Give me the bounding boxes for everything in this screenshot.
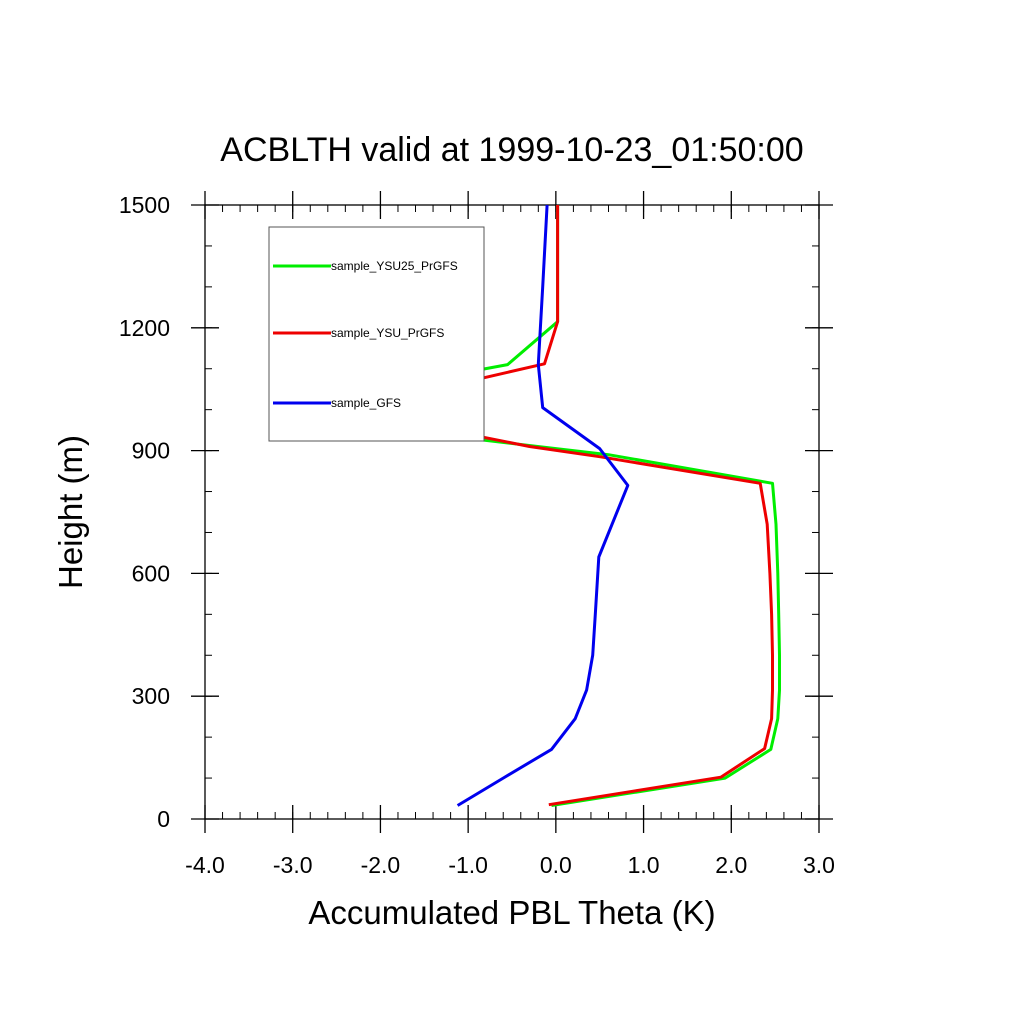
legend: sample_YSU25_PrGFS sample_YSU_PrGFSsample… (268, 226, 485, 442)
y-tick-label: 900 (132, 438, 170, 464)
y-tick-label: 0 (157, 806, 170, 832)
x-tick-label: -3.0 (273, 852, 313, 878)
y-tick-label: 1500 (119, 192, 170, 218)
x-tick-label: 0.0 (540, 852, 572, 878)
y-tick-label: 600 (132, 560, 170, 586)
chart-title: ACBLTH valid at 1999-10-23_01:50:00 (220, 131, 803, 169)
y-tick-label: 1200 (119, 315, 170, 341)
x-tick-label: 2.0 (715, 852, 747, 878)
x-tick-labels: -4.0 -3.0 -2.0 -1.0 0.0 1.0 2.0 3.0 (185, 852, 835, 878)
series-line-3 (456, 204, 630, 807)
y-tick-label: 300 (132, 683, 170, 709)
legend-label-1: sample_YSU25_PrGFS (331, 259, 458, 273)
x-tick-label: 3.0 (803, 852, 835, 878)
legend-label-2: sample_YSU_PrGFS (331, 326, 444, 340)
x-tick-label: -1.0 (448, 852, 488, 878)
y-axis-label: Height (m) (52, 435, 89, 589)
major-ticks (191, 191, 833, 833)
y-tick-labels: 0 300 600 900 1200 1500 (119, 192, 170, 832)
x-tick-label: -2.0 (361, 852, 401, 878)
legend-items: sample_YSU25_PrGFS sample_YSU_PrGFSsample… (273, 259, 458, 410)
x-tick-label: -4.0 (185, 852, 225, 878)
x-axis-label: Accumulated PBL Theta (K) (308, 894, 715, 931)
x-tick-label: 1.0 (628, 852, 660, 878)
plot-frame (204, 204, 820, 820)
legend-label-3: sample_GFS (331, 396, 401, 410)
